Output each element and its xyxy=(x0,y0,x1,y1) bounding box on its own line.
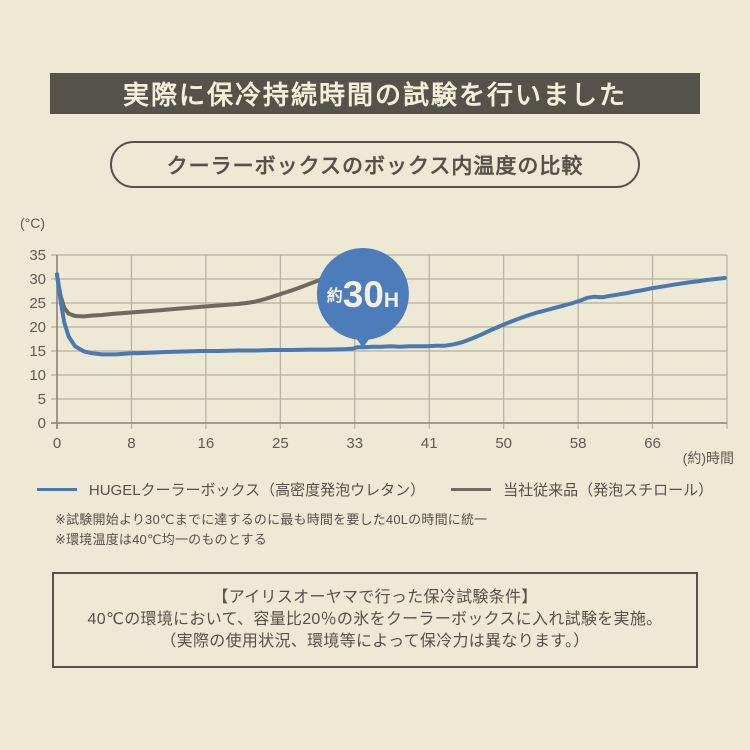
legend-item-conventional: 当社従来品（発泡スチロール） xyxy=(451,479,713,500)
footnote-2: ※環境温度は40℃均一のものとする xyxy=(55,532,267,548)
chart-legend: HUGELクーラーボックス（高密度発泡ウレタン） 当社従来品（発泡スチロール） xyxy=(0,479,750,500)
subtitle-pill: クーラーボックスのボックス内温度の比較 xyxy=(110,141,640,188)
legend-item-hugel: HUGELクーラーボックス（高密度発泡ウレタン） xyxy=(36,479,426,500)
header-banner: 実際に保冷持続時間の試験を行いました xyxy=(50,73,700,114)
x-tick-label: 33 xyxy=(346,435,363,452)
y-tick-label: 5 xyxy=(38,391,46,408)
x-tick-label: 58 xyxy=(570,435,587,452)
subtitle-label: クーラーボックスのボックス内温度の比較 xyxy=(166,154,584,178)
legend-label-hugel: HUGELクーラーボックス（高密度発泡ウレタン） xyxy=(88,482,426,499)
badge-circle xyxy=(316,248,409,340)
footnote-1: ※試験開始より30℃までに達するのに最も時間を要した40Lの時間に統一 xyxy=(55,512,488,527)
conditions-title: 【アイリスオーヤマで行った保冷試験条件】 xyxy=(212,588,538,606)
y-tick-label: 15 xyxy=(29,343,46,360)
legend-swatch-conventional xyxy=(451,488,492,491)
legend-swatch-hugel xyxy=(36,488,77,491)
page-title: 実際に保冷持続時間の試験を行いました xyxy=(122,80,627,110)
legend-label-conventional: 当社従来品（発泡スチロール） xyxy=(503,482,714,499)
conditions-caveat: （実際の使用状況、環境等によって保冷力は異なります。） xyxy=(160,633,590,651)
series-line-conventional xyxy=(55,273,328,319)
y-tick-label: 30 xyxy=(29,271,46,288)
x-tick-label: 0 xyxy=(53,435,61,452)
conditions-body: 40℃の環境において、容量比20％の氷をクーラーボックスに入れ試験を実施。 xyxy=(87,610,663,628)
duration-badge: 約30H xyxy=(316,248,409,348)
test-conditions-box: 【アイリスオーヤマで行った保冷試験条件】 40℃の環境において、容量比20％の氷… xyxy=(52,572,698,668)
x-tick-label: 50 xyxy=(495,435,512,452)
x-tick-label: 25 xyxy=(272,435,289,452)
x-tick-label: 41 xyxy=(421,435,438,452)
y-tick-label: 10 xyxy=(29,367,46,384)
series-line-hugel xyxy=(55,272,727,357)
y-axis-unit-label: (°C) xyxy=(20,215,45,231)
badge-text: 約30H xyxy=(327,274,399,315)
y-tick-label: 35 xyxy=(29,247,46,264)
y-tick-label: 20 xyxy=(29,319,46,336)
x-tick-label: 8 xyxy=(127,435,135,452)
x-axis-label: (約)時間 xyxy=(683,450,734,466)
footnotes: ※試験開始より30℃までに達するのに最も時間を要した40Lの時間に統一 ※環境温… xyxy=(55,510,487,550)
x-tick-label: 66 xyxy=(644,435,661,452)
x-tick-label: 16 xyxy=(198,435,215,452)
y-tick-label: 25 xyxy=(29,295,46,312)
y-tick-label: 0 xyxy=(38,415,46,432)
